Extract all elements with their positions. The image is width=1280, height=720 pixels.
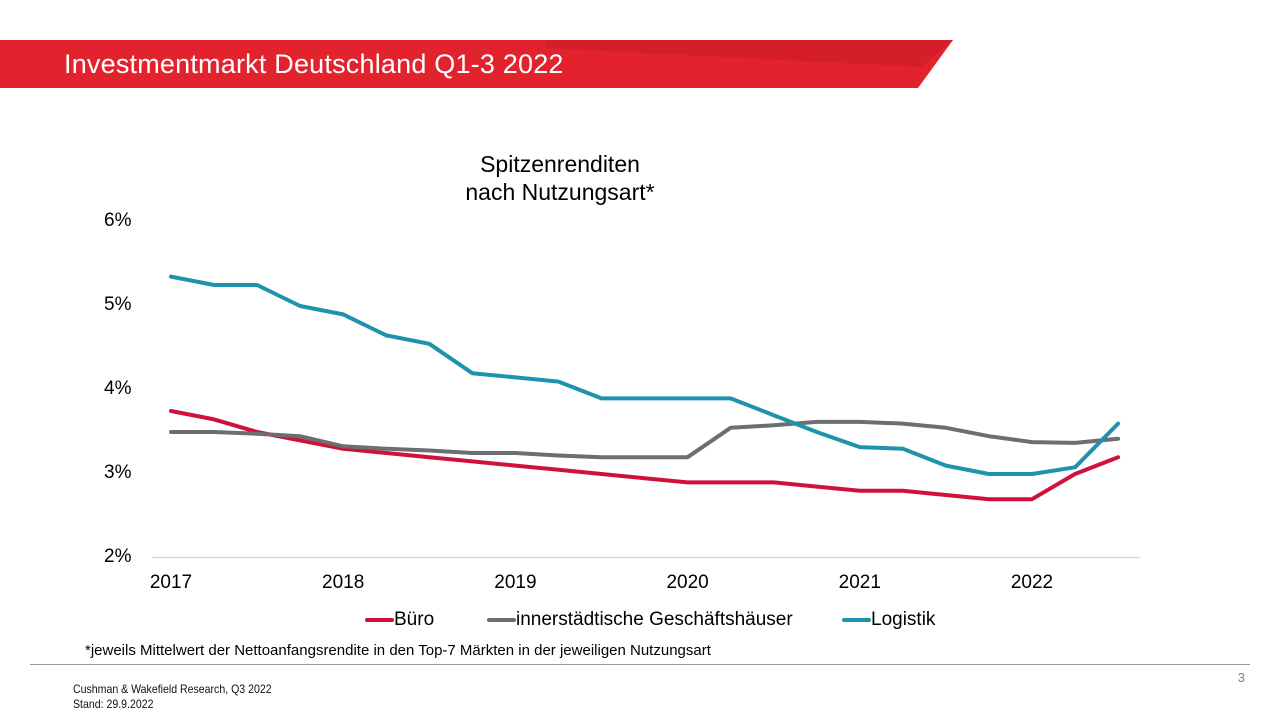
x-tick-label: 2020: [666, 572, 709, 593]
legend-dash-icon: [365, 618, 394, 622]
y-tick-label: 2%: [104, 546, 132, 567]
y-tick-label: 4%: [104, 378, 132, 399]
page-number: 3: [1237, 670, 1245, 685]
footer-source: Cushman & Wakefield Research, Q3 2022: [73, 682, 272, 696]
series-line-1: [169, 419, 1121, 460]
legend-label: Logistik: [871, 609, 936, 630]
legend-dash-icon: [842, 618, 871, 622]
slide-title: Investmentmarkt Deutschland Q1-3 2022: [64, 49, 564, 79]
chart-title-line1: Spitzenrenditen: [480, 151, 640, 177]
x-tick-label: 2022: [1010, 572, 1054, 593]
y-tick-label: 6%: [104, 210, 132, 231]
chart-title: Spitzenrenditen nach Nutzungsart*: [360, 150, 760, 206]
legend-label: Büro: [394, 609, 435, 630]
x-tick-label: 2021: [838, 572, 881, 593]
footer-divider: [30, 664, 1250, 665]
x-tick-label: 2019: [494, 572, 537, 593]
footnote: *jeweils Mittelwert der Nettoanfangsrend…: [85, 642, 711, 659]
title-banner: Investmentmarkt Deutschland Q1-3 2022: [0, 40, 953, 88]
footer: Cushman & Wakefield Research, Q3 2022 St…: [73, 682, 272, 712]
legend-item-0: Büro: [365, 609, 434, 631]
series-line-2: [169, 274, 1121, 476]
series-line-0: [169, 409, 1121, 502]
y-tick-label: 3%: [104, 462, 132, 483]
legend-label: innerstädtische Geschäftshäuser: [516, 609, 793, 630]
footer-date: Stand: 29.9.2022: [73, 697, 154, 711]
x-tick-label: 2017: [149, 572, 193, 593]
legend-dash-icon: [487, 618, 516, 622]
legend-item-1: innerstädtische Geschäftshäuser: [487, 609, 793, 631]
chart-title-line2: nach Nutzungsart*: [465, 179, 655, 205]
x-tick-label: 2018: [322, 572, 365, 593]
y-tick-label: 5%: [104, 294, 132, 315]
legend-item-2: Logistik: [842, 609, 935, 631]
